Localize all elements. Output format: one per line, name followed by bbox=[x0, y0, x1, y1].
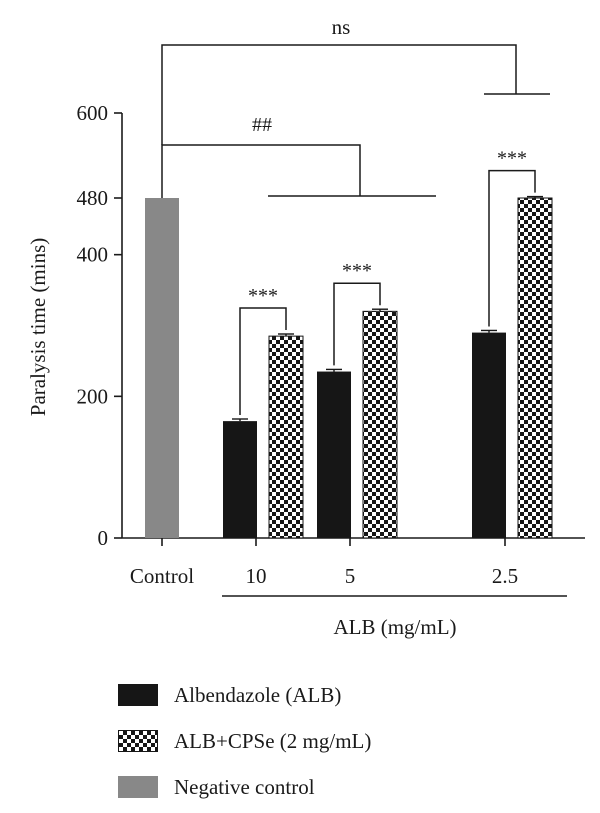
bar-alb bbox=[472, 332, 506, 538]
significance-brackets: *** *** *** ## ns bbox=[161, 15, 550, 415]
x-tick-label: Control bbox=[130, 564, 194, 588]
x-tick-label: 10 bbox=[246, 564, 267, 588]
y-tick-label: 0 bbox=[98, 526, 109, 550]
legend: Albendazole (ALB) ALB+CPSe (2 mg/mL) Neg… bbox=[118, 672, 371, 810]
significance-label: *** bbox=[248, 285, 278, 307]
legend-item-albendazole: Albendazole (ALB) bbox=[118, 672, 371, 718]
axes: 0 200 400 480 600 Control 10 5 2.5 bbox=[77, 101, 585, 597]
significance-bracket-ns bbox=[161, 44, 517, 145]
bars bbox=[145, 195, 553, 539]
significance-bracket bbox=[239, 307, 287, 415]
bar-alb bbox=[223, 421, 257, 538]
legend-label: Negative control bbox=[174, 774, 315, 799]
legend-item-alb-cpse: ALB+CPSe (2 mg/mL) bbox=[118, 718, 371, 764]
legend-label: Albendazole (ALB) bbox=[174, 682, 342, 707]
y-tick-label: 400 bbox=[77, 243, 109, 267]
legend-swatch-solid bbox=[118, 684, 158, 706]
bar-cpse bbox=[362, 310, 398, 539]
significance-bracket bbox=[488, 169, 536, 327]
significance-bracket-control-vs-groups bbox=[161, 144, 361, 198]
bar-cpse bbox=[268, 335, 304, 539]
bar-chart: 0 200 400 480 600 Control 10 5 2.5 *** *** *** ## ns… bbox=[26, 15, 585, 639]
legend-swatch-checker bbox=[118, 730, 158, 752]
x-tick-label: 2.5 bbox=[492, 564, 518, 588]
bar-alb bbox=[317, 371, 351, 538]
significance-bracket bbox=[333, 282, 381, 366]
y-tick-label: 600 bbox=[77, 101, 109, 125]
x-tick-label: 5 bbox=[345, 564, 356, 588]
significance-label-ns: ns bbox=[332, 15, 351, 39]
legend-label: ALB+CPSe (2 mg/mL) bbox=[174, 728, 372, 753]
bar-cpse bbox=[517, 197, 553, 539]
y-axis-label: Paralysis time (mins) bbox=[26, 238, 50, 416]
bar-neg bbox=[145, 198, 179, 538]
significance-label: *** bbox=[342, 260, 372, 282]
significance-label-hash: ## bbox=[252, 114, 272, 136]
y-tick-label: 200 bbox=[77, 384, 109, 408]
significance-label: *** bbox=[497, 148, 527, 170]
legend-item-negative-control: Negative control bbox=[118, 764, 371, 810]
x-axis-label: ALB (mg/mL) bbox=[333, 615, 456, 639]
y-tick-label: 480 bbox=[77, 186, 109, 210]
legend-swatch-grey bbox=[118, 776, 158, 798]
